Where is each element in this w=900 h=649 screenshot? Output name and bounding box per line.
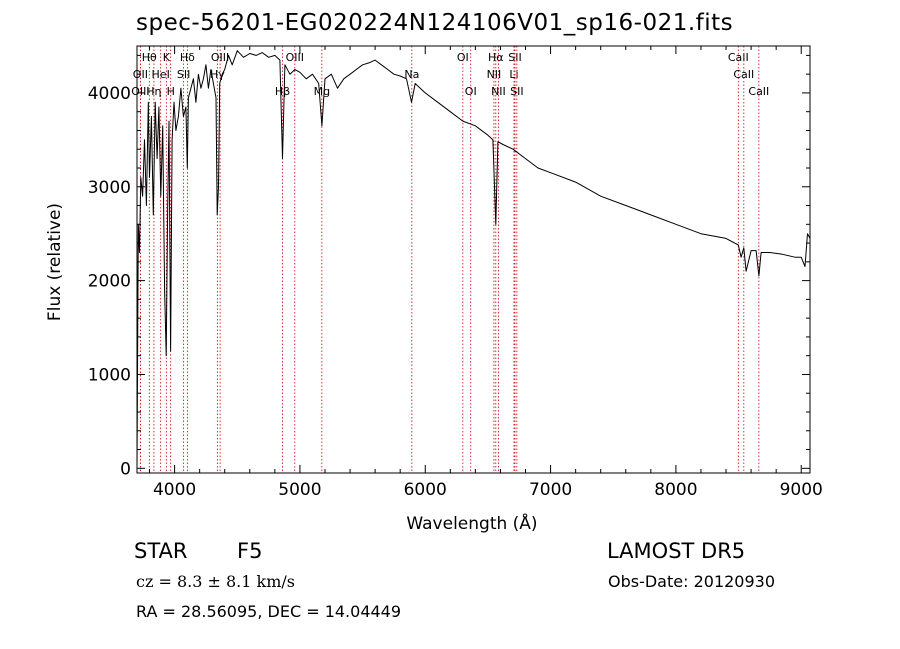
line-marker-label: K [163, 51, 171, 64]
coordinates-readout: RA = 28.56095, DEC = 14.04449 [136, 602, 402, 621]
y-axis-label: Flux (relative) [45, 203, 65, 321]
spectrum-line [136, 50, 811, 469]
line-marker-label: NII [487, 68, 502, 81]
spectrum-series [136, 50, 811, 469]
line-marker-label: SII [510, 85, 523, 98]
spectral-subclass: F5 [237, 539, 263, 563]
y-tick-label: 2000 [88, 272, 131, 292]
y-tick-label: 3000 [88, 178, 131, 198]
line-marker-label: Hη [146, 85, 161, 98]
line-marker-label: CaII [728, 51, 749, 64]
line-marker-label: Hα [488, 51, 504, 64]
line-marker-label: NII [491, 85, 506, 98]
x-tick-label: 5000 [278, 480, 321, 500]
line-marker-label: H [167, 85, 175, 98]
line-marker-label: SII [177, 68, 190, 81]
line-marker-label: CaII [733, 68, 754, 81]
line-marker-label: OIII [131, 85, 149, 98]
line-marker-label: Li [509, 68, 518, 81]
x-tick-label: 8000 [654, 480, 697, 500]
object-type: STAR [134, 539, 188, 563]
line-marker-label: SII [508, 51, 521, 64]
line-marker-label: Na [404, 68, 419, 81]
redshift-readout: cz = 8.3 ± 8.1 km/s [136, 572, 295, 591]
x-tick-label: 7000 [529, 480, 572, 500]
y-tick-label: 4000 [88, 84, 131, 104]
y-tick-label: 1000 [88, 365, 131, 385]
x-tick-label: 4000 [153, 480, 196, 500]
line-marker-label: OIII [286, 51, 304, 64]
plot-frame [136, 45, 811, 474]
y-tick-label: 0 [120, 459, 131, 479]
observation-date: Obs-Date: 20120930 [608, 572, 776, 591]
line-marker-label: OIII [211, 51, 229, 64]
x-axis-label: Wavelength (Å) [406, 512, 537, 534]
x-tick-label: 9000 [780, 480, 823, 500]
line-marker-label: Hδ [180, 51, 195, 64]
line-marker-label: Hβ [275, 85, 290, 98]
line-marker-label: Mg [314, 85, 330, 98]
chart-title: spec-56201-EG020224N124106V01_sp16-021.f… [136, 10, 734, 36]
line-marker-label: OI [465, 85, 477, 98]
x-tick-label: 6000 [404, 480, 447, 500]
axis-ticks: 4000 5000 6000 7000 8000 9000 0 1000 2000 3000 400… [88, 46, 823, 500]
line-marker-label: HeI [152, 68, 170, 81]
line-marker-label: OI [457, 51, 469, 64]
line-marker-label: CaII [748, 85, 769, 98]
line-marker-label: Hθ [142, 51, 157, 64]
survey-name: LAMOST DR5 [607, 539, 746, 563]
